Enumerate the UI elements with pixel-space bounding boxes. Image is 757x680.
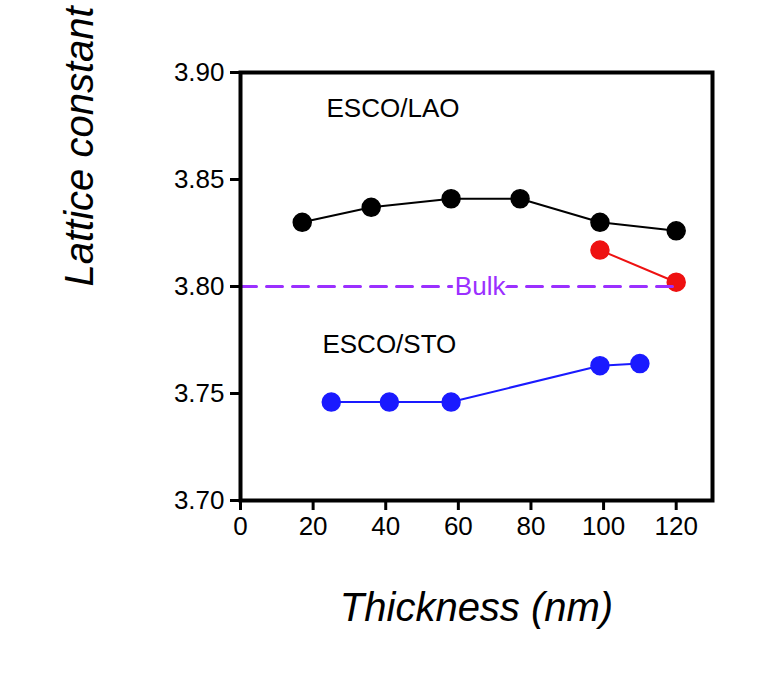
svg-text:100: 100 xyxy=(582,511,625,541)
svg-text:3.85: 3.85 xyxy=(174,164,225,194)
svg-text:40: 40 xyxy=(371,511,400,541)
svg-text:80: 80 xyxy=(517,511,546,541)
svg-text:120: 120 xyxy=(654,511,697,541)
svg-text:Bulk: Bulk xyxy=(455,271,507,301)
svg-text:0: 0 xyxy=(233,511,247,541)
svg-text:ESCO/LAO: ESCO/LAO xyxy=(327,93,460,123)
svg-text:3.75: 3.75 xyxy=(174,378,225,408)
svg-text:3.80: 3.80 xyxy=(174,271,225,301)
svg-text:Thickness (nm): Thickness (nm) xyxy=(340,585,613,629)
svg-text:60: 60 xyxy=(444,511,473,541)
svg-text:ESCO/STO: ESCO/STO xyxy=(322,329,456,359)
svg-text:3.70: 3.70 xyxy=(174,485,225,515)
svg-text:3.90: 3.90 xyxy=(174,57,225,87)
svg-text:Lattice constant (Å): Lattice constant (Å) xyxy=(57,0,101,287)
svg-text:20: 20 xyxy=(299,511,328,541)
